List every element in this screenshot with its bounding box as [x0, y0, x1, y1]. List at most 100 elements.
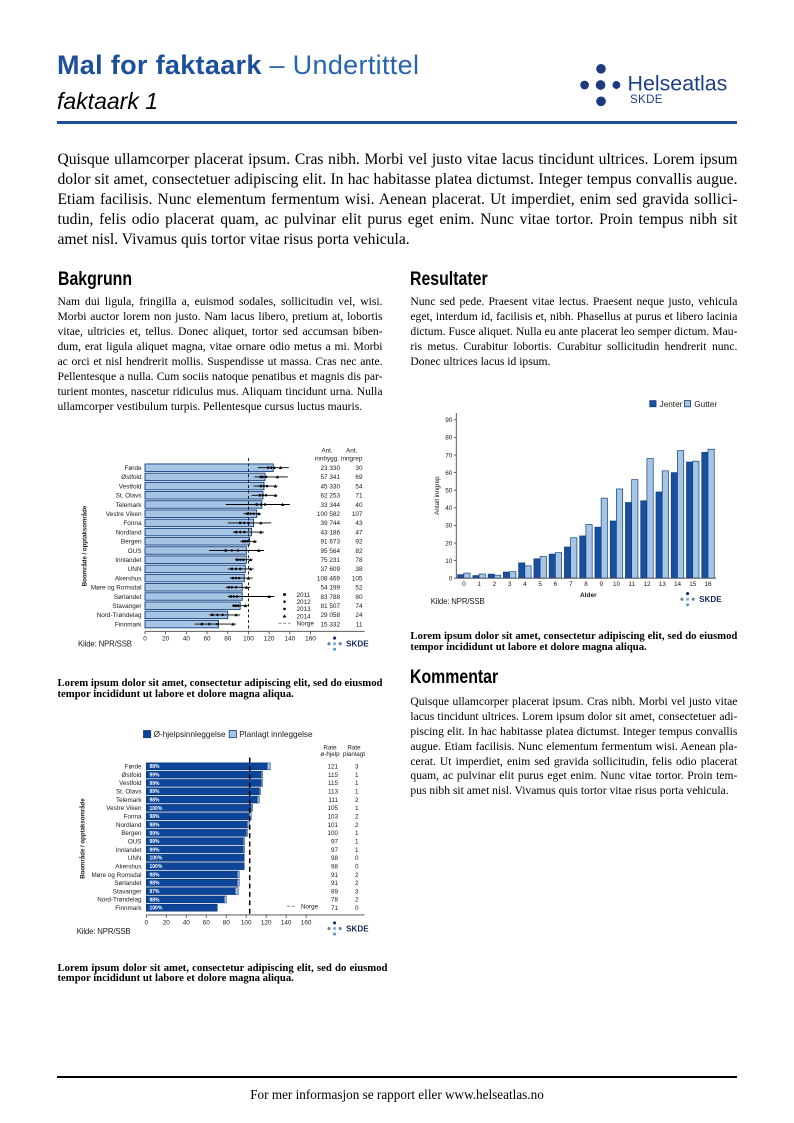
- svg-text:105: 105: [352, 575, 363, 582]
- svg-text:160: 160: [305, 635, 316, 642]
- svg-text:Sørlandet: Sørlandet: [114, 880, 142, 887]
- svg-text:Møre og Romsdal: Møre og Romsdal: [91, 872, 141, 879]
- svg-text:Norge: Norge: [297, 621, 315, 628]
- svg-text:98%: 98%: [150, 797, 161, 803]
- svg-text:99%: 99%: [150, 839, 161, 845]
- svg-text:Telemark: Telemark: [116, 502, 143, 509]
- svg-text:40: 40: [183, 635, 191, 642]
- svg-text:Planlagt innleggelse: Planlagt innleggelse: [239, 730, 313, 739]
- svg-text:71: 71: [355, 493, 363, 500]
- svg-text:38: 38: [355, 566, 363, 573]
- svg-text:SKDE: SKDE: [699, 595, 722, 604]
- svg-text:Vestfold: Vestfold: [119, 780, 142, 787]
- svg-text:89: 89: [331, 888, 339, 895]
- svg-text:inngrep: inngrep: [341, 455, 363, 462]
- svg-text:1: 1: [355, 772, 359, 779]
- svg-text:St. Olavs: St. Olavs: [116, 493, 142, 500]
- svg-text:Kilde: NPR/SSB: Kilde: NPR/SSB: [78, 640, 132, 649]
- svg-text:2: 2: [355, 822, 359, 829]
- svg-text:43: 43: [355, 520, 363, 527]
- svg-text:OUS: OUS: [128, 548, 142, 555]
- svg-text:Finnmark: Finnmark: [115, 905, 142, 912]
- svg-text:7: 7: [569, 581, 573, 588]
- svg-text:UNN: UNN: [128, 566, 142, 573]
- svg-text:2012: 2012: [297, 599, 312, 606]
- svg-text:140: 140: [284, 635, 295, 642]
- svg-text:100 582: 100 582: [317, 511, 341, 518]
- svg-text:Akershus: Akershus: [115, 575, 142, 582]
- svg-text:99%: 99%: [150, 781, 161, 787]
- svg-text:57 341: 57 341: [320, 474, 340, 481]
- svg-text:Innlandet: Innlandet: [116, 847, 142, 854]
- svg-text:2013: 2013: [297, 606, 312, 613]
- svg-text:2: 2: [355, 897, 359, 904]
- svg-text:8: 8: [584, 581, 588, 588]
- svg-text:98%: 98%: [150, 897, 161, 903]
- svg-text:0: 0: [462, 581, 466, 588]
- svg-text:20: 20: [163, 919, 171, 926]
- svg-text:Kilde: NPR/SSB: Kilde: NPR/SSB: [77, 927, 131, 936]
- svg-text:0: 0: [143, 635, 147, 642]
- svg-text:100: 100: [243, 635, 254, 642]
- svg-text:70: 70: [445, 452, 453, 459]
- svg-text:100%: 100%: [150, 906, 163, 912]
- svg-text:SKDE: SKDE: [346, 640, 369, 649]
- svg-text:99%: 99%: [150, 847, 161, 853]
- svg-text:OUS: OUS: [128, 838, 142, 845]
- svg-text:92: 92: [355, 539, 363, 546]
- svg-text:2011: 2011: [297, 592, 311, 599]
- svg-text:103: 103: [327, 814, 338, 821]
- svg-text:Gutter: Gutter: [694, 400, 717, 409]
- svg-text:50: 50: [445, 488, 453, 495]
- svg-text:98: 98: [331, 863, 339, 870]
- svg-text:115: 115: [328, 780, 339, 787]
- svg-text:40: 40: [183, 919, 191, 926]
- svg-text:105: 105: [327, 805, 338, 812]
- svg-text:St. Olavs: St. Olavs: [116, 789, 142, 796]
- svg-text:1: 1: [355, 805, 359, 812]
- svg-text:121: 121: [327, 764, 338, 771]
- svg-text:1: 1: [355, 838, 359, 845]
- svg-text:Akershus: Akershus: [115, 863, 141, 870]
- svg-text:3: 3: [355, 888, 359, 895]
- svg-text:Alder: Alder: [580, 592, 597, 599]
- svg-text:78: 78: [331, 897, 339, 904]
- svg-text:2: 2: [355, 797, 359, 804]
- svg-text:82: 82: [355, 548, 363, 555]
- svg-text:Førde: Førde: [125, 764, 142, 771]
- svg-text:24: 24: [355, 612, 363, 619]
- svg-text:Rate: Rate: [323, 745, 337, 752]
- svg-text:97: 97: [331, 847, 339, 854]
- svg-text:UNN: UNN: [128, 855, 142, 862]
- svg-text:120: 120: [264, 635, 275, 642]
- svg-text:Boområde / opptaksområde: Boområde / opptaksområde: [82, 505, 89, 586]
- svg-text:Stavanger: Stavanger: [112, 603, 142, 610]
- svg-text:98%: 98%: [150, 822, 161, 828]
- svg-text:13: 13: [659, 581, 667, 588]
- svg-text:97: 97: [331, 838, 339, 845]
- svg-text:60: 60: [204, 635, 212, 642]
- svg-text:71: 71: [331, 905, 339, 912]
- svg-text:Helseatlas: Helseatlas: [628, 71, 728, 95]
- svg-text:2: 2: [355, 880, 359, 887]
- svg-text:1: 1: [355, 847, 359, 854]
- svg-text:12: 12: [643, 581, 651, 588]
- svg-text:75 231: 75 231: [320, 557, 340, 564]
- svg-text:Boområde / opptaksområde: Boområde / opptaksområde: [80, 798, 87, 879]
- svg-text:100%: 100%: [150, 864, 163, 870]
- svg-text:91 673: 91 673: [320, 539, 340, 546]
- svg-text:1: 1: [355, 789, 359, 796]
- svg-text:47: 47: [355, 529, 363, 536]
- svg-text:15: 15: [689, 581, 697, 588]
- svg-text:3: 3: [508, 581, 512, 588]
- svg-text:101: 101: [327, 822, 338, 829]
- svg-text:99%: 99%: [150, 831, 161, 837]
- svg-text:Stavanger: Stavanger: [113, 888, 142, 895]
- svg-text:23 330: 23 330: [320, 465, 340, 472]
- svg-text:39 744: 39 744: [320, 520, 340, 527]
- svg-text:Vestre Viken: Vestre Viken: [106, 511, 142, 518]
- svg-text:1: 1: [355, 780, 359, 787]
- svg-text:108 469: 108 469: [317, 575, 341, 582]
- svg-text:Ø-hjelpsinnleggelse: Ø-hjelpsinnleggelse: [154, 730, 226, 739]
- svg-text:0: 0: [355, 863, 359, 870]
